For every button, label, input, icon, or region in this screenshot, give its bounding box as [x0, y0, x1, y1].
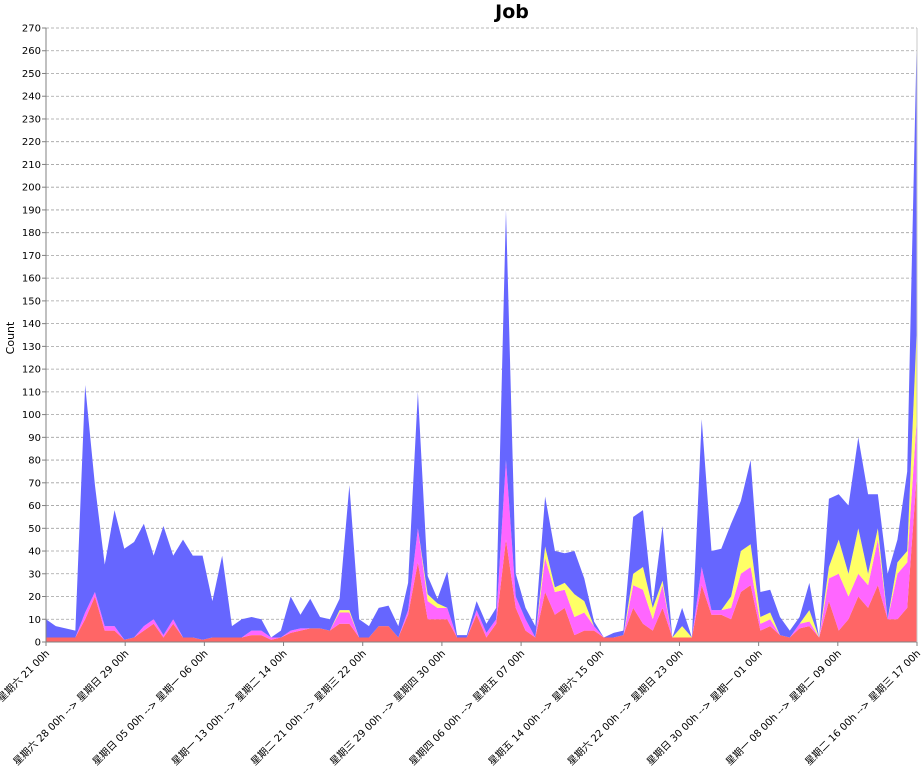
y-tick-label: 200	[22, 183, 41, 194]
y-tick-label: 140	[22, 319, 41, 330]
y-tick-label: 80	[28, 456, 41, 467]
y-tick-label: 50	[28, 524, 41, 535]
y-axis-label: Count	[4, 321, 17, 354]
y-tick-label: 210	[22, 160, 41, 171]
y-tick-label: 150	[22, 296, 41, 307]
y-tick-label: 110	[22, 387, 41, 398]
y-tick-label: 130	[22, 342, 41, 353]
y-tick-label: 0	[35, 638, 41, 649]
y-tick-label: 60	[28, 501, 41, 512]
y-tick-label: 20	[28, 592, 41, 603]
y-tick-label: 30	[28, 569, 41, 580]
y-tick-label: 40	[28, 547, 41, 558]
y-tick-label: 270	[22, 24, 41, 35]
y-tick-label: 230	[22, 114, 41, 125]
chart-title: Job	[493, 1, 529, 23]
series-area-0	[46, 471, 917, 642]
y-axis-ticks: 0 10 20 30 40 50 60 70 80 90 100 110 120 130 140 150 160…	[22, 24, 46, 649]
y-tick-label: 240	[22, 92, 41, 103]
y-tick-label: 220	[22, 137, 41, 148]
y-tick-label: 90	[28, 433, 41, 444]
x-tick-label: 星期六 21 00h	[0, 648, 52, 705]
y-tick-label: 160	[22, 274, 41, 285]
gridlines	[46, 27, 917, 643]
y-tick-label: 100	[22, 410, 41, 421]
series-area-3	[46, 28, 917, 640]
y-tick-label: 260	[22, 46, 41, 57]
y-tick-label: 180	[22, 228, 41, 239]
y-tick-label: 190	[22, 205, 41, 216]
axes	[45, 28, 918, 643]
area-series	[46, 28, 917, 642]
y-tick-label: 10	[28, 615, 41, 626]
y-tick-label: 250	[22, 69, 41, 80]
y-tick-label: 170	[22, 251, 41, 262]
y-tick-label: 120	[22, 365, 41, 376]
y-tick-label: 70	[28, 478, 41, 489]
